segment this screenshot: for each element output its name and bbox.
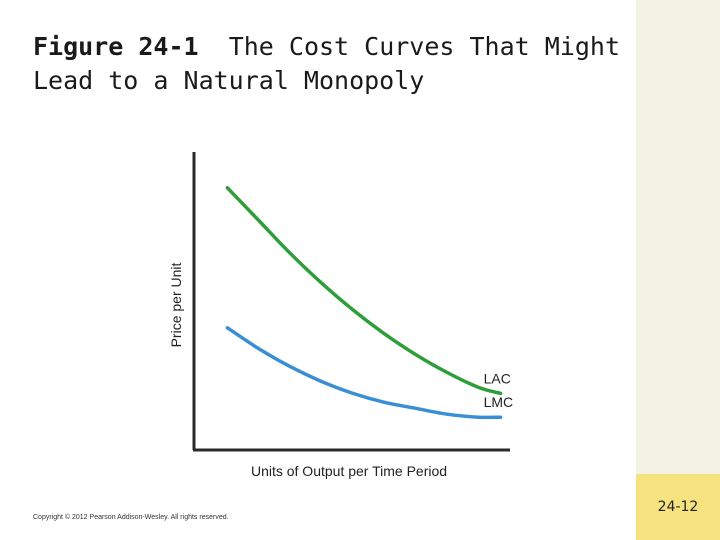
x-axis-label: Units of Output per Time Period xyxy=(251,463,447,479)
figure-number: Figure 24-1 xyxy=(33,32,199,61)
series-lac-line xyxy=(225,186,503,396)
copyright-notice: Copyright © 2012 Pearson Addison-Wesley.… xyxy=(33,514,229,521)
title-line2-text: Lead to a Natural Monopoly xyxy=(33,66,425,95)
page-number: 24-12 xyxy=(636,474,720,540)
y-axis-label: Price per Unit xyxy=(168,262,184,347)
side-bar xyxy=(636,0,720,474)
slide-title: Figure 24-1 The Cost Curves That Might L… xyxy=(33,30,633,98)
series-layer: LAC LMC xyxy=(225,186,514,420)
series-lmc-line xyxy=(225,326,503,420)
series-lac-label: LAC xyxy=(484,370,511,386)
series-lmc-label: LMC xyxy=(484,394,514,410)
title-line1-text: The Cost Curves That Might xyxy=(228,32,621,61)
